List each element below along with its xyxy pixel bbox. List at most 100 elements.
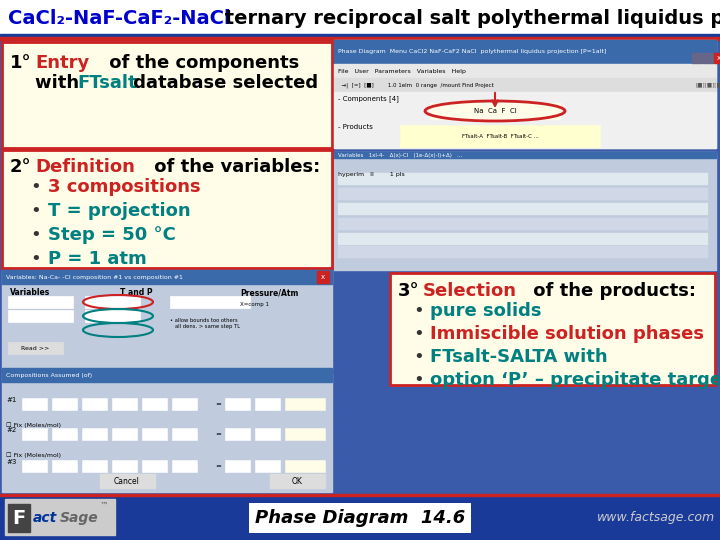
Bar — [52, 428, 77, 440]
Text: Variables   1xl-4-   Δ(x)-Cl   (1e-Δ(x)-l)+Δ)   ...: Variables 1xl-4- Δ(x)-Cl (1e-Δ(x)-l)+Δ) … — [338, 152, 462, 158]
Bar — [317, 271, 329, 283]
Bar — [390, 273, 715, 385]
Bar — [285, 398, 325, 410]
Text: Definition: Definition — [35, 158, 135, 176]
Text: Cancel: Cancel — [114, 476, 140, 485]
Text: CaCl₂-NaF-CaF₂-NaCl: CaCl₂-NaF-CaF₂-NaCl — [8, 9, 230, 28]
Text: Na  Ca  F  Cl: Na Ca F Cl — [474, 108, 516, 114]
Text: ☐ Fix (Moles/mol): ☐ Fix (Moles/mol) — [6, 422, 61, 428]
Bar — [22, 428, 47, 440]
Text: hyperlm   II        1 pls: hyperlm II 1 pls — [338, 172, 405, 177]
Text: =: = — [215, 401, 221, 407]
Text: =: = — [215, 431, 221, 437]
Text: =: = — [215, 463, 221, 469]
Bar — [225, 460, 250, 472]
Bar — [8, 310, 73, 322]
Bar — [338, 233, 708, 245]
Text: FTsalt: FTsalt — [77, 74, 137, 92]
Bar — [334, 92, 716, 122]
Bar — [22, 460, 47, 472]
Text: Phase Diagram  14.6: Phase Diagram 14.6 — [255, 509, 465, 527]
Bar — [82, 460, 107, 472]
Text: 3°: 3° — [398, 282, 420, 300]
Bar — [2, 270, 332, 284]
Bar — [225, 428, 250, 440]
Text: •: • — [413, 348, 424, 366]
Text: 1°: 1° — [10, 54, 32, 72]
Text: Read >>: Read >> — [21, 346, 49, 350]
Text: Variables: Na-Ca- -Cl composition #1 vs composition #1: Variables: Na-Ca- -Cl composition #1 vs … — [6, 274, 183, 280]
Bar — [714, 53, 720, 63]
Text: →|  [=]  [■]        1.0 1elm  0 range  /mount Find Project: →| [=] [■] 1.0 1elm 0 range /mount Find … — [338, 82, 494, 87]
Text: File   User   Parameters   Variables   Help: File User Parameters Variables Help — [338, 69, 466, 73]
Bar — [5, 499, 115, 535]
Bar — [85, 310, 140, 322]
Text: •: • — [30, 226, 41, 244]
Bar — [2, 368, 332, 382]
Bar — [112, 428, 137, 440]
Bar — [0, 37, 720, 40]
Text: with: with — [35, 74, 86, 92]
Bar — [52, 460, 77, 472]
Bar — [334, 122, 716, 148]
Bar — [0, 495, 720, 540]
Bar — [0, 494, 720, 496]
Text: T and P: T and P — [120, 288, 153, 297]
Text: database selected: database selected — [127, 74, 318, 92]
Text: •: • — [30, 250, 41, 268]
Text: P = 1 atm: P = 1 atm — [48, 250, 147, 268]
Bar — [2, 372, 332, 492]
Bar — [334, 40, 716, 148]
Bar — [2, 42, 332, 148]
Text: #3: #3 — [6, 459, 17, 465]
Bar — [85, 296, 140, 308]
Text: Pressure/Atm: Pressure/Atm — [240, 288, 298, 297]
Text: ternary reciprocal salt polythermal liquidus projection: ternary reciprocal salt polythermal liqu… — [218, 9, 720, 28]
Text: T = projection: T = projection — [48, 202, 191, 220]
Text: Sage: Sage — [60, 511, 99, 525]
Text: X=comp 1: X=comp 1 — [240, 302, 269, 307]
Bar — [0, 34, 720, 37]
Text: •: • — [413, 371, 424, 389]
Text: • allow bounds too others
   all dens. > same step TL: • allow bounds too others all dens. > sa… — [170, 318, 240, 329]
Text: - Products: - Products — [338, 124, 373, 130]
Bar — [172, 428, 197, 440]
Bar — [338, 203, 708, 215]
Text: 3 compositions: 3 compositions — [48, 178, 201, 196]
Bar — [255, 428, 280, 440]
Bar — [255, 460, 280, 472]
Text: act: act — [33, 511, 58, 525]
Bar — [430, 103, 560, 119]
Text: ☐ Fix (Moles/mol): ☐ Fix (Moles/mol) — [6, 452, 61, 457]
Bar — [100, 474, 155, 488]
Text: FTsalt-A  FTsalt-B  FTsalt-C ...: FTsalt-A FTsalt-B FTsalt-C ... — [462, 133, 539, 138]
Text: •: • — [413, 325, 424, 343]
Bar — [172, 460, 197, 472]
Bar — [390, 273, 715, 385]
Text: OK: OK — [292, 476, 302, 485]
Bar — [334, 64, 716, 78]
Bar — [270, 474, 325, 488]
Text: FTsalt-SALTA with: FTsalt-SALTA with — [430, 348, 608, 366]
Bar — [703, 53, 713, 63]
Text: - Components [4]: - Components [4] — [338, 95, 399, 102]
Bar — [285, 460, 325, 472]
Bar — [142, 460, 167, 472]
Bar — [334, 152, 716, 158]
Text: option ‘P’ – precipitate target: option ‘P’ – precipitate target — [430, 371, 720, 389]
Text: x: x — [717, 55, 720, 61]
Text: www.factsage.com: www.factsage.com — [597, 511, 715, 524]
Text: Phase Diagram  Menu CaCl2 NaF-CaF2 NaCl  polythermal liquidus projection [P=1alt: Phase Diagram Menu CaCl2 NaF-CaF2 NaCl p… — [338, 50, 606, 55]
Text: Step = 50 °C: Step = 50 °C — [48, 226, 176, 244]
Bar — [8, 296, 73, 308]
Bar — [112, 398, 137, 410]
Bar — [338, 246, 708, 258]
Text: of the components: of the components — [103, 54, 300, 72]
Text: •: • — [30, 202, 41, 220]
Text: •: • — [30, 178, 41, 196]
Text: ™: ™ — [100, 501, 109, 510]
Text: #1: #1 — [6, 397, 17, 403]
Bar — [82, 428, 107, 440]
Bar — [52, 398, 77, 410]
Bar — [170, 296, 250, 308]
